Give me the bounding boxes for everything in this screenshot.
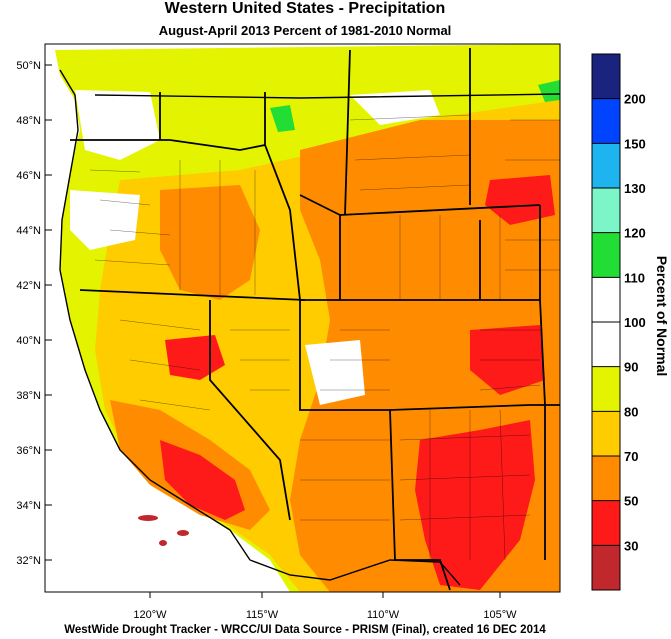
map-title: Western United States - Precipitation (164, 0, 446, 17)
lon-label-105: 105°W (483, 609, 517, 621)
lon-label-115: 115°W (246, 609, 279, 621)
lat-label-36: 36°N (16, 445, 41, 457)
lat-label-42: 42°N (16, 280, 41, 292)
colorbar-tick-label: 80 (624, 404, 638, 419)
map-area (45, 44, 560, 592)
colorbar: 200 150 130 120 110 100 90 80 70 50 30 Percent of … (591, 53, 670, 591)
lat-label-48: 48°N (16, 115, 41, 127)
county-boundaries (89, 114, 560, 561)
state-boundaries (70, 48, 560, 591)
colorbar-bins (592, 54, 620, 590)
lat-label-46: 46°N (16, 170, 41, 182)
colorbar-bin (592, 143, 620, 188)
longitude-axis: 120°W 115°W 110°W 105°W (133, 592, 517, 621)
canada-border (94, 93, 560, 99)
colorbar-tick-label: 200 (624, 92, 646, 107)
channel-island (138, 515, 158, 521)
lat-label-40: 40°N (16, 335, 41, 347)
land-driest-southwest (160, 440, 245, 520)
land-wet-northeast (538, 80, 560, 102)
channel-island (177, 530, 189, 536)
colorbar-tick-label: 130 (624, 181, 646, 196)
mexico-border (249, 559, 461, 586)
lat-label-50: 50°N (16, 60, 41, 72)
colorbar-tick-label: 70 (624, 449, 638, 464)
colorbar-tick-label: 110 (624, 270, 645, 285)
colorbar-bin (592, 54, 620, 99)
colorbar-tick-label: 30 (624, 538, 638, 553)
colorbar-ticks: 200 150 130 120 110 100 90 80 70 50 30 (592, 92, 646, 553)
pacific-coastline (59, 69, 251, 561)
map-footer: WestWide Drought Tracker - WRCC/UI Data … (64, 624, 546, 636)
colorbar-tick-label: 120 (624, 226, 646, 241)
lat-label-38: 38°N (16, 390, 41, 402)
lon-label-110: 110°W (367, 609, 400, 621)
colorbar-bin (592, 545, 620, 590)
land-driest-newmexico (415, 420, 535, 590)
colorbar-bin (592, 500, 620, 546)
land-driest-wyoming (485, 175, 555, 225)
map-border (44, 43, 561, 593)
land-drier-west (160, 185, 260, 300)
channel-island (159, 540, 167, 546)
land-normal-montana (350, 90, 440, 125)
colorbar-tick-label: 90 (624, 360, 638, 375)
colorbar-bin (592, 456, 620, 501)
map-subtitle: August-April 2013 Percent of 1981-2010 N… (158, 23, 452, 38)
colorbar-tick-label: 100 (624, 315, 646, 330)
latitude-axis: 50°N 48°N 46°N 44°N 42°N 40°N 38°N 36°N … (16, 60, 52, 567)
lat-label-32: 32°N (16, 555, 41, 567)
colorbar-bin (592, 188, 620, 233)
lon-label-120: 120°W (133, 609, 167, 621)
lat-label-34: 34°N (16, 500, 41, 512)
colorbar-bin (592, 232, 620, 278)
land-normal-washington (75, 90, 160, 160)
colorbar-bin (592, 366, 620, 412)
colorbar-tick-label: 150 (624, 136, 646, 151)
colorbar-bin (592, 98, 620, 144)
colorbar-bin (592, 322, 620, 367)
colorbar-title: Percent of Normal (654, 256, 670, 377)
colorbar-bin (592, 411, 620, 456)
land-normal-utah (305, 340, 365, 405)
colorbar-bin (592, 277, 620, 322)
colorbar-tick-label: 50 (624, 494, 638, 509)
lat-label-44: 44°N (16, 225, 41, 237)
land-wet-cascades (270, 105, 295, 132)
land-normal-oregon (70, 190, 140, 250)
